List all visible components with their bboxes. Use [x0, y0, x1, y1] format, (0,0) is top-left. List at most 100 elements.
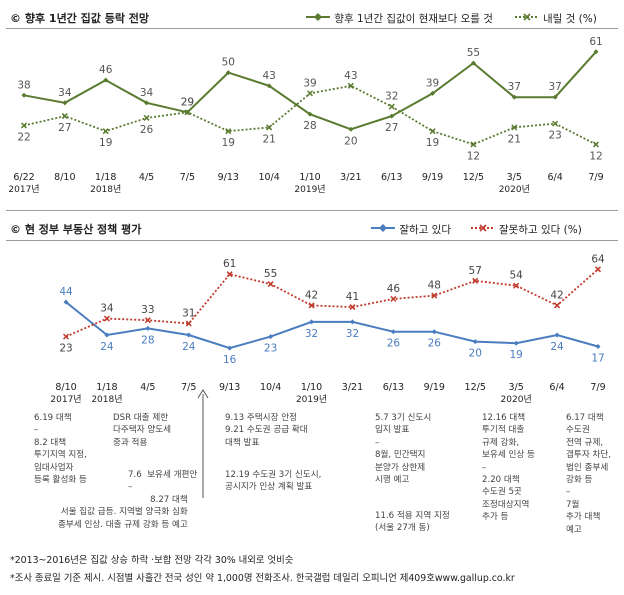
- copyright-circle-icon: ©: [10, 12, 21, 25]
- data-point: [472, 339, 478, 345]
- data-point: [145, 325, 151, 331]
- data-label: 61: [589, 36, 602, 48]
- x-tick-label: 9/13: [219, 382, 240, 393]
- data-point: [268, 334, 274, 340]
- x-tick-label: 9/19: [424, 382, 445, 393]
- x-tick-label: 7/5: [180, 172, 195, 183]
- data-point: [266, 124, 273, 131]
- data-label: 41: [346, 291, 359, 303]
- x-tick-label: 6/22: [13, 172, 34, 183]
- data-label: 32: [305, 328, 318, 340]
- data-label: 19: [222, 137, 235, 149]
- annotation-2019: 5.7 3기 신도시 입지 발표 – 8월, 민간택지 분양가 상한제 시행 예…: [375, 413, 432, 486]
- data-point: [62, 100, 68, 106]
- data-label: 33: [141, 304, 154, 316]
- year-label: 2018년: [90, 184, 121, 195]
- footnote-1: *2013~2016년은 집값 상승 하락 ·보합 전망 각각 30% 내외로 …: [10, 555, 294, 566]
- panel2-title-text: 현 정부 부동산 정책 평가: [24, 223, 142, 236]
- data-point: [227, 345, 233, 351]
- data-point: [595, 344, 601, 349]
- data-label: 54: [509, 270, 523, 282]
- data-point: [388, 103, 395, 110]
- x-tick-label: 1/18: [96, 382, 117, 393]
- x-tick-label: 4/5: [139, 172, 154, 183]
- data-point: [593, 49, 599, 55]
- data-label: 32: [346, 328, 359, 340]
- panel2-title: © 현 정부 부동산 정책 평가: [10, 221, 141, 237]
- x-tick-label: 4/5: [140, 382, 155, 393]
- data-label: 57: [469, 265, 482, 277]
- data-point: [389, 113, 395, 119]
- data-label: 64: [591, 253, 605, 265]
- data-label: 37: [508, 81, 521, 93]
- data-point: [430, 90, 436, 96]
- data-point: [429, 128, 436, 135]
- data-label: 50: [222, 57, 235, 69]
- annotation-2017: 6.19 대책 – 8.2 대책 투기지역 지정, 임대사업자 등록 활성화 등: [34, 413, 87, 486]
- panel2-top-rule: [6, 240, 618, 241]
- data-point: [308, 302, 315, 309]
- panel2-chart: 8/10 1/18 4/5 7/5 9/13 10/4 1/10 3/21 6/13 9/19 12…: [50, 253, 605, 405]
- annotation-9-13: 9.13 주택시장 안정 9.21 수도권 공급 확대 대책 발표: [225, 413, 308, 448]
- data-point: [552, 94, 558, 100]
- legend-fall-label: 내릴 것 (%): [542, 13, 597, 25]
- x-tick-label: 8/10: [55, 382, 76, 393]
- annotation-12-16: 12.16 대책 투기적 대출 규제 강화, 보유세 인상 등 – 2.20 대…: [482, 413, 535, 523]
- data-point: [511, 124, 518, 131]
- panel-divider: [6, 210, 618, 211]
- data-label: 39: [303, 77, 316, 89]
- data-point: [104, 332, 110, 338]
- data-label: 48: [428, 280, 441, 292]
- data-point: [347, 82, 354, 89]
- annotation-dsr: DSR 대출 제한 다주택자 양도세 중과 적용: [113, 413, 172, 448]
- data-point: [184, 109, 191, 116]
- data-label: 20: [469, 348, 482, 360]
- data-label: 26: [428, 338, 442, 350]
- data-label: 21: [262, 133, 275, 145]
- legend-rise-label: 향후 1년간 집값이 현재보다 오를 것: [334, 13, 493, 25]
- data-point: [431, 329, 437, 335]
- data-point: [144, 317, 151, 324]
- data-point: [186, 332, 192, 338]
- x-tick-label: 12/5: [465, 382, 486, 393]
- annotation-11-6: 11.6 적용 지역 지정 (서울 27개 동): [375, 511, 450, 534]
- data-label: 46: [387, 283, 401, 295]
- data-label: 23: [59, 343, 72, 355]
- legend-dotted-swatch: [514, 13, 539, 21]
- data-point: [103, 77, 109, 83]
- legend-good-swatch: [371, 224, 395, 232]
- data-label: 12: [589, 150, 602, 162]
- x-tick-label: 8/10: [54, 172, 75, 183]
- x-tick-label: 10/4: [260, 382, 281, 393]
- data-label: 32: [385, 91, 398, 103]
- data-label: 42: [550, 289, 563, 301]
- data-label: 26: [140, 124, 154, 136]
- annotation-8-27: 8.27 대책 서울 집값 급등. 지역별 양극화 심화 종부세 인상. 대출 …: [58, 495, 188, 530]
- x-tick-label: 9/13: [218, 172, 239, 183]
- data-point: [225, 70, 231, 76]
- data-label: 19: [426, 137, 439, 149]
- data-point: [144, 100, 150, 106]
- legend-bad-label: 잘못하고 있다 (%): [499, 224, 582, 236]
- footnote-2: *조사 종료일 기준 제시. 시점별 사흘간 전국 성인 약 1,000명 전화…: [10, 573, 515, 584]
- data-point: [431, 292, 438, 299]
- year-label: 2017년: [50, 394, 81, 405]
- data-label: 44: [59, 286, 73, 298]
- data-label: 16: [223, 354, 237, 366]
- data-point: [20, 122, 28, 129]
- x-tick-label: 6/13: [381, 172, 402, 183]
- data-label: 42: [305, 289, 318, 301]
- x-tick-label: 3/5: [509, 382, 524, 393]
- legend-solid-swatch: [306, 13, 330, 21]
- data-point: [390, 329, 396, 335]
- x-tick-label: 6/4: [547, 172, 562, 183]
- data-point: [103, 315, 110, 322]
- x-tick-label: 1/18: [95, 172, 116, 183]
- data-point: [267, 281, 274, 288]
- panel1-title: © 향후 1년간 집값 등락 전망: [10, 10, 149, 26]
- data-point: [349, 319, 355, 325]
- data-label: 24: [100, 341, 114, 353]
- x-tick-label: 7/9: [590, 382, 605, 393]
- data-label: 38: [17, 79, 30, 91]
- data-point: [554, 302, 561, 309]
